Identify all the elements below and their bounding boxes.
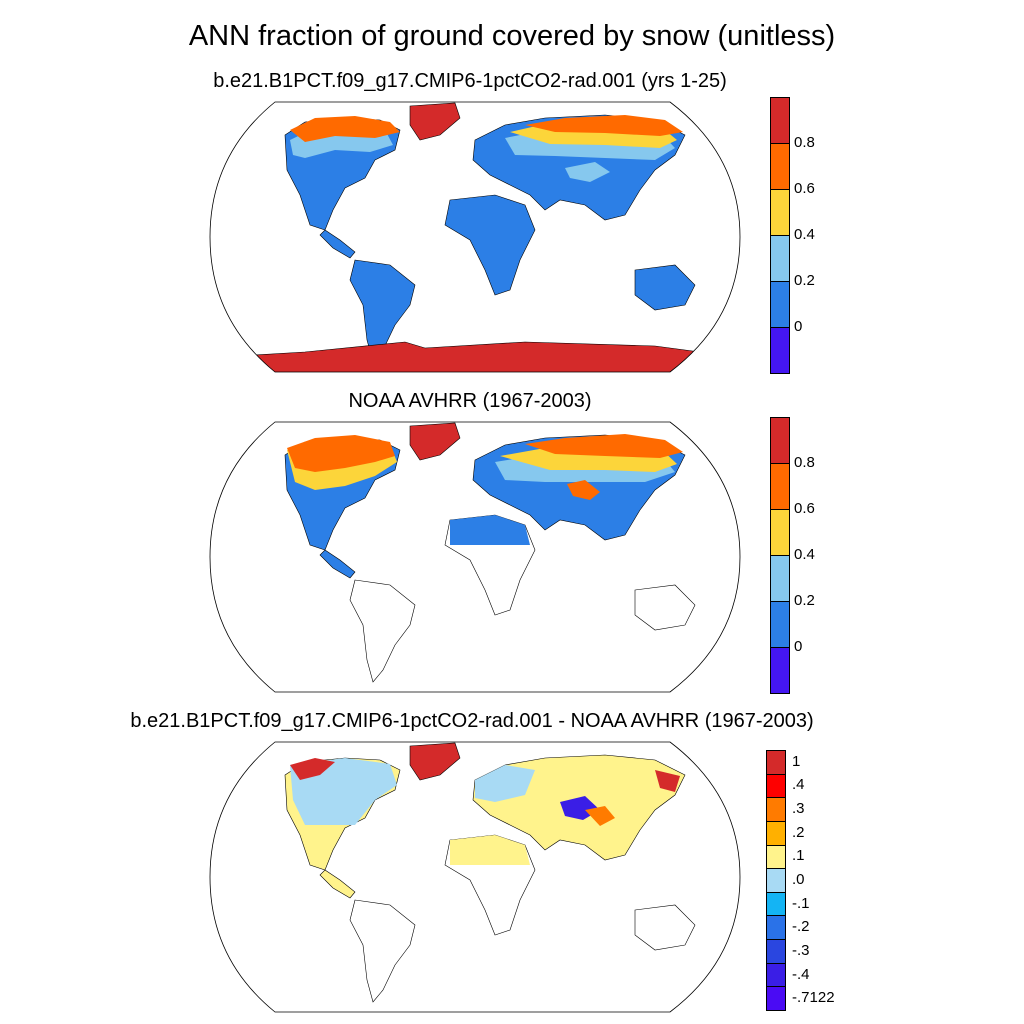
panel1-colorbar-bin: [770, 327, 790, 374]
greenland-land: [409, 422, 461, 461]
europe-diff-blue: [475, 765, 535, 802]
panel2-colorbar-label: 0: [794, 638, 803, 655]
tibet-snow: [567, 480, 600, 500]
antarctica-land: [210, 341, 740, 372]
central-america-land: [319, 229, 356, 259]
panel3-colorbar-bin: [766, 797, 786, 822]
panel3-colorbar-bin: [766, 986, 786, 1011]
panel1-colorbar-bin: [770, 235, 790, 282]
panel2-colorbar-label: 0.8: [794, 454, 815, 471]
central-america-land: [319, 549, 356, 579]
panel2-colorbar-bin: [770, 463, 790, 510]
panel3-colorbar-label: .1: [792, 847, 805, 865]
panel3-colorbar-label: -.3: [792, 941, 810, 959]
panel3-colorbar-label: -.2: [792, 918, 810, 936]
tibet-snow: [565, 162, 610, 182]
panel2-colorbar-bin: [770, 417, 790, 464]
africa-north-band: [450, 515, 530, 545]
panel1-colorbar-label: 0.6: [794, 180, 815, 197]
eurasia-snow-high: [525, 115, 683, 136]
panel3-colorbar: 1 .4 .3 .2 .1 .0 -.1 -.2 -.3 -.4 -.7122: [766, 750, 856, 1011]
panel2-subtitle: NOAA AVHRR (1967-2003): [348, 390, 592, 412]
panel3-colorbar-bin: [766, 891, 786, 917]
australia-land: [634, 904, 696, 951]
panel3-colorbar-label: .0: [792, 871, 805, 888]
panel1-colorbar-bin: [770, 143, 790, 190]
panel3-colorbar-label: -.4: [792, 965, 810, 983]
panel3-colorbar-label: 1: [792, 752, 801, 770]
south-america-land: [349, 899, 416, 1003]
tibet-diff-orange: [585, 806, 615, 826]
north-america-snow-high: [287, 435, 395, 472]
panel2-colorbar-bin: [770, 601, 790, 648]
panel2-colorbar-label: 0.2: [794, 592, 815, 609]
panel2-colorbar-label: 0.6: [794, 500, 815, 517]
panel2-colorbar-label: 0.4: [794, 546, 815, 563]
africa-north-band: [450, 835, 530, 865]
panel1-colorbar: 0.8 0.6 0.4 0.2 0: [770, 97, 840, 374]
panel3-colorbar-bin: [766, 844, 786, 870]
panel1-colorbar-label: 0.8: [794, 134, 815, 151]
australia-land: [634, 264, 696, 311]
panel1-colorbar-bin: [770, 281, 790, 328]
panel3-colorbar-label: -.7122: [792, 989, 835, 1007]
eurasia-diff-red-east: [655, 770, 680, 792]
panel2-colorbar-bin: [770, 647, 790, 694]
panel3-colorbar-label: -.1: [792, 894, 810, 912]
panel1-map: [209, 101, 741, 373]
panel3-colorbar-bin: [766, 773, 786, 799]
panel3-colorbar-label: .3: [792, 800, 805, 818]
panel1-colorbar-bin: [770, 97, 790, 144]
panel3-colorbar-bin: [766, 750, 786, 775]
panel1-colorbar-bin: [770, 189, 790, 236]
central-america-land: [319, 869, 356, 899]
africa-land: [444, 194, 536, 296]
panel2-colorbar: 0.8 0.6 0.4 0.2 0: [770, 417, 840, 694]
panel3-colorbar-bin: [766, 915, 786, 941]
panel1-subtitle: b.e21.B1PCT.f09_g17.CMIP6-1pctCO2-rad.00…: [213, 70, 727, 92]
panel2-colorbar-bin: [770, 555, 790, 602]
north-america-snow-high: [290, 116, 400, 142]
panel3-colorbar-label: .4: [792, 776, 805, 794]
north-america-diff-red: [290, 758, 335, 780]
panel2-colorbar-bin: [770, 509, 790, 556]
south-america-land: [349, 579, 416, 683]
panel3-colorbar-bin: [766, 962, 786, 988]
greenland-land: [409, 102, 461, 141]
panel1-colorbar-label: 0.2: [794, 272, 815, 289]
eurasia-snow-high: [525, 434, 683, 458]
panel1-colorbar-label: 0.4: [794, 226, 815, 243]
panel3-colorbar-bin: [766, 939, 786, 964]
panel3-colorbar-label: .2: [792, 823, 805, 841]
panel3-colorbar-bin: [766, 868, 786, 893]
australia-land: [634, 584, 696, 631]
panel3-map: [209, 741, 741, 1013]
figure-title: ANN fraction of ground covered by snow (…: [188, 20, 836, 52]
panel3-subtitle: b.e21.B1PCT.f09_g17.CMIP6-1pctCO2-rad.00…: [130, 710, 814, 732]
panel2-map: [209, 421, 741, 693]
greenland-land: [409, 742, 461, 781]
panel1-colorbar-label: 0: [794, 318, 803, 335]
panel3-colorbar-bin: [766, 820, 786, 846]
